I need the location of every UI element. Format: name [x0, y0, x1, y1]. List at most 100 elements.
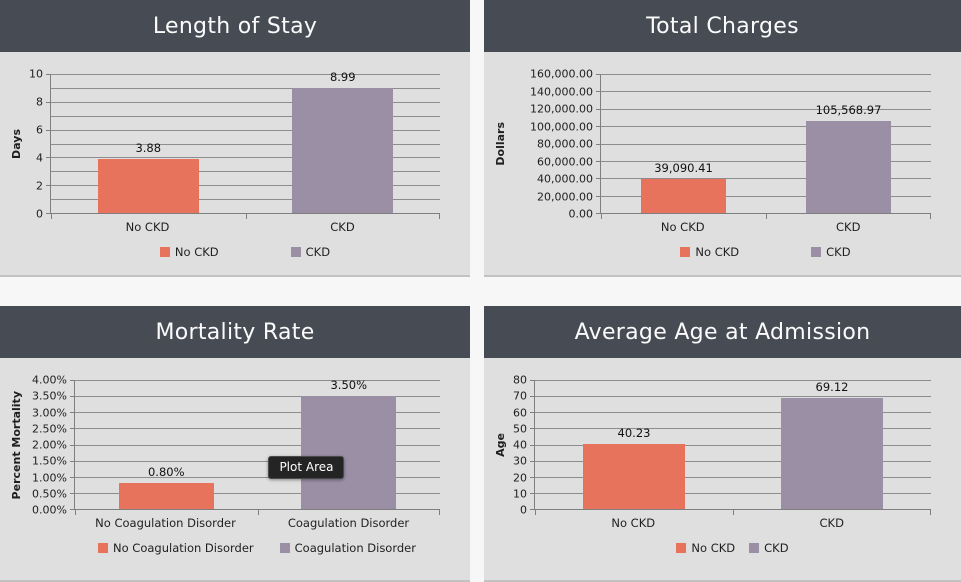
- y-tickmark: [70, 428, 75, 430]
- y-tickmark: [46, 213, 51, 214]
- chart-panel-total-charges: Total Charges Dollars 160,000.00 140,000.…: [484, 0, 961, 277]
- gridline: [51, 157, 440, 159]
- y-tickmark: [530, 412, 535, 414]
- y-tickmark: [596, 126, 601, 128]
- gridline: [601, 126, 931, 128]
- chart-title: Total Charges: [646, 13, 799, 39]
- legend-item[interactable]: No Coagulation Disorder: [98, 541, 254, 555]
- x-axis-labels: No Coagulation Disorder Coagulation Disor…: [74, 510, 440, 536]
- gridline: [75, 444, 440, 446]
- y-tickmark: [46, 129, 51, 131]
- plot-area[interactable]: Plot Area 0.80% 3.50%: [70, 378, 440, 515]
- bar-coagulation-disorder[interactable]: [301, 396, 397, 509]
- chart-panel-mortality-rate: Mortality Rate Percent Mortality 4.00% 3.…: [0, 306, 470, 582]
- y-tick-label: 1.50%: [32, 454, 67, 468]
- y-tickmark: [70, 444, 75, 446]
- x-tickmark: [245, 213, 247, 219]
- y-tick-label: 100,000.00: [530, 120, 593, 133]
- gridline: [535, 412, 931, 414]
- plot-area-tooltip[interactable]: Plot Area: [268, 456, 345, 480]
- bar-ckd[interactable]: [805, 121, 892, 213]
- y-tick-label: 2.50%: [32, 422, 67, 436]
- y-tick-label: 40,000.00: [537, 172, 593, 186]
- gridline: [535, 428, 931, 430]
- bar-ckd[interactable]: [780, 397, 884, 509]
- x-tickmark: [535, 509, 536, 515]
- chart-body: Dollars 160,000.00 140,000.00 120,000.00 10…: [484, 52, 961, 263]
- y-tick-label: 0.50%: [32, 487, 67, 501]
- legend-swatch: [98, 543, 108, 553]
- legend-swatch: [290, 247, 301, 257]
- bar-no-ckd[interactable]: [582, 444, 686, 509]
- y-axis-labels: 160,000.00 140,000.00 120,000.00 100,000.00…: [508, 68, 600, 221]
- gridline: [75, 380, 440, 381]
- legend-item[interactable]: CKD: [749, 541, 789, 555]
- legend-swatch: [749, 543, 760, 553]
- legend-label: No CKD: [174, 245, 219, 259]
- y-tick-label: 6: [36, 123, 43, 137]
- chart-body: Days 10 8 6 4 2 0 3.88 8.99 No CKD CKD No CKD CK…: [0, 52, 470, 263]
- y-tickmark: [530, 380, 535, 381]
- legend-item[interactable]: No CKD: [676, 541, 735, 555]
- gridline: [51, 185, 440, 187]
- bar-value-label: 69.12: [815, 379, 849, 394]
- y-tickmark: [70, 476, 75, 478]
- y-tick-label: 2: [36, 179, 43, 193]
- category-label: No CKD: [611, 516, 656, 530]
- gridline: [601, 160, 931, 162]
- chart-body: Percent Mortality 4.00% 3.50% 3.00% 2.50% 2.…: [0, 358, 470, 559]
- category-label: Coagulation Disorder: [287, 516, 410, 530]
- y-tick-label: 40: [513, 438, 527, 452]
- x-tickmark: [766, 213, 767, 219]
- y-axis-title: Age: [493, 433, 507, 457]
- chart-legend: No Coagulation Disorder Coagulation Disor…: [74, 536, 440, 555]
- y-tickmark: [530, 396, 535, 398]
- bar-ckd[interactable]: [292, 88, 394, 213]
- gridline: [51, 87, 440, 89]
- y-axis-title-box: Age: [492, 380, 508, 510]
- bar-no-ckd[interactable]: [97, 159, 199, 213]
- legend-item[interactable]: No CKD: [159, 245, 219, 259]
- gridline: [51, 199, 440, 201]
- x-tickmark: [930, 213, 931, 219]
- y-tickmark: [46, 157, 51, 159]
- bar-no-coagulation-disorder[interactable]: [118, 483, 214, 509]
- chart-panel-average-age: Average Age at Admission Age 80 70 60 50 40 3…: [484, 306, 961, 582]
- y-tick-label: 80: [513, 373, 527, 387]
- gridline: [51, 101, 440, 103]
- y-tick-label: 3.00%: [32, 406, 67, 419]
- category-label: No Coagulation Disorder: [95, 516, 236, 530]
- plot-area[interactable]: 40.23 69.12: [530, 379, 931, 515]
- legend-label: No Coagulation Disorder: [113, 541, 254, 555]
- category-label: CKD: [819, 516, 844, 530]
- gridline: [535, 396, 931, 398]
- y-tickmark: [46, 185, 51, 187]
- y-tickmark: [46, 74, 51, 75]
- bar-no-ckd[interactable]: [640, 179, 727, 213]
- y-tick-label: 0.00: [568, 207, 594, 221]
- legend-swatch: [159, 247, 170, 257]
- gridline: [601, 195, 931, 197]
- y-axis-title: Dollars: [493, 122, 507, 166]
- chart-title: Length of Stay: [152, 13, 318, 39]
- y-tick-label: 160,000.00: [530, 67, 593, 81]
- plot-area[interactable]: 39,090.41 105,568.97: [596, 74, 931, 219]
- category-label: No CKD: [125, 220, 170, 234]
- y-tickmark: [530, 509, 535, 510]
- gridline: [75, 492, 440, 494]
- legend-item[interactable]: No CKD: [680, 245, 739, 259]
- chart-legend: No CKD CKD: [534, 536, 931, 555]
- legend-item[interactable]: CKD: [290, 245, 330, 259]
- bar-value-label: 105,568.97: [815, 103, 882, 118]
- plot-area[interactable]: 3.88 8.99: [46, 70, 440, 219]
- chart-title-bar: Mortality Rate: [0, 306, 470, 358]
- y-tick-label: 1.00%: [32, 471, 67, 484]
- bar-value-label: 3.50%: [330, 378, 368, 393]
- y-axis-title: Percent Mortality: [9, 390, 23, 500]
- legend-item[interactable]: CKD: [811, 245, 851, 259]
- legend-item[interactable]: Coagulation Disorder: [279, 541, 416, 555]
- gridline: [51, 74, 440, 75]
- x-tickmark: [257, 509, 259, 515]
- y-tick-label: 8: [36, 95, 43, 109]
